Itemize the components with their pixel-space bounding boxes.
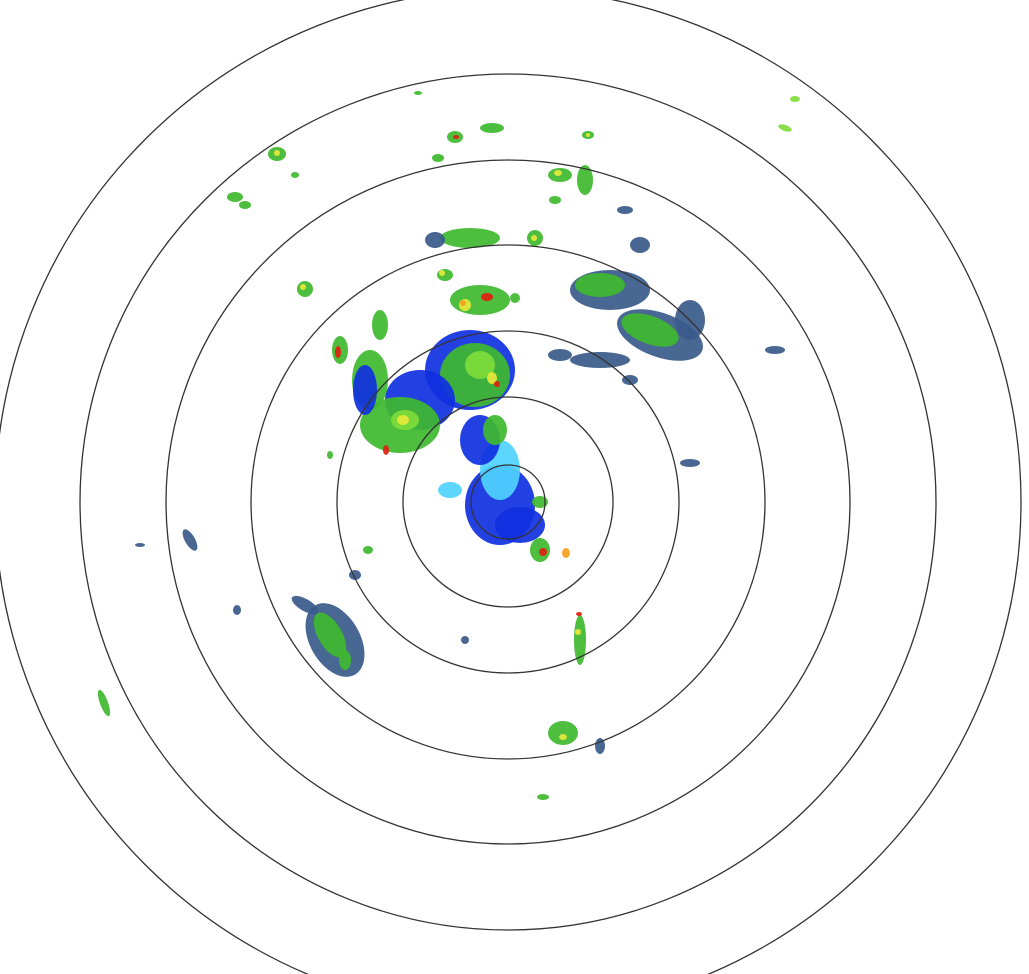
echo-cell-slate <box>595 738 605 754</box>
echo-cell-slate <box>617 206 633 214</box>
echo-cell-green <box>239 201 251 209</box>
echo-cell-slate <box>182 529 198 551</box>
echo-cell-slate <box>570 352 630 368</box>
echo-cell-red <box>335 346 341 358</box>
echo-cell-green <box>483 415 507 445</box>
echo-cell-yellow <box>300 284 306 290</box>
echo-cell-slate <box>233 605 241 615</box>
echo-cell-light-green <box>778 124 792 132</box>
range-ring-4 <box>250 244 766 760</box>
echo-cell-green <box>313 612 347 658</box>
echo-cell-red <box>576 612 582 616</box>
echo-cell-slate <box>765 346 785 354</box>
echo-cell-yellow <box>274 150 280 156</box>
echo-cell-yellow <box>487 372 497 384</box>
echo-cell-red <box>539 548 547 556</box>
echo-cell-green <box>339 650 351 670</box>
echo-cell-slate <box>291 595 319 615</box>
echo-cell-light-green <box>790 96 800 102</box>
echo-cell-green <box>537 794 549 800</box>
echo-cell-blue <box>353 365 377 415</box>
echo-cell-orange <box>562 548 570 558</box>
echo-cell-green <box>510 293 520 303</box>
echo-cell-slate <box>680 459 700 467</box>
echo-cell-green <box>291 172 299 178</box>
echo-cell-green <box>97 689 111 717</box>
echo-cell-green <box>450 285 510 315</box>
echo-cell-yellow <box>531 235 537 241</box>
echo-cell-green <box>621 313 679 347</box>
echo-cell-blue <box>495 507 545 543</box>
echo-cell-slate <box>135 543 145 547</box>
range-ring-2 <box>402 396 614 608</box>
range-ring-1 <box>470 464 546 540</box>
precipitation-echoes <box>97 91 800 800</box>
echo-cell-yellow <box>586 133 590 137</box>
echo-cell-green <box>414 91 422 95</box>
echo-cell-green <box>575 273 625 297</box>
echo-cell-yellow <box>554 170 562 176</box>
echo-cell-yellow <box>439 270 445 276</box>
echo-cell-orange <box>460 300 466 306</box>
echo-cell-green <box>480 123 504 133</box>
echo-cell-green <box>548 721 578 745</box>
echo-cell-green <box>363 546 373 554</box>
range-ring-5 <box>165 159 851 845</box>
echo-cell-slate <box>548 349 572 361</box>
echo-cell-yellow <box>559 734 567 740</box>
range-ring-6 <box>79 73 937 931</box>
echo-cell-green <box>437 269 453 281</box>
echo-cell-red <box>481 293 493 301</box>
echo-cell-green <box>440 228 500 248</box>
echo-cell-green <box>372 310 388 340</box>
echo-cell-green <box>577 165 593 195</box>
echo-cell-red <box>383 445 389 455</box>
echo-cell-red <box>494 381 500 387</box>
echo-cell-green <box>549 196 561 204</box>
range-ring-3 <box>336 330 680 674</box>
echo-cell-green <box>227 192 243 202</box>
echo-cell-light-green <box>465 351 495 379</box>
echo-cell-slate <box>425 232 445 248</box>
echo-cell-light-cyan <box>438 482 462 498</box>
echo-cell-yellow <box>575 629 581 635</box>
echo-cell-green <box>532 496 548 508</box>
echo-cell-green <box>574 615 586 665</box>
echo-cell-red <box>453 135 459 139</box>
echo-cell-green <box>327 451 333 459</box>
echo-cell-green <box>432 154 444 162</box>
echo-cell-slate <box>461 636 469 644</box>
echo-cell-slate <box>630 237 650 253</box>
echo-cell-yellow <box>397 415 409 425</box>
